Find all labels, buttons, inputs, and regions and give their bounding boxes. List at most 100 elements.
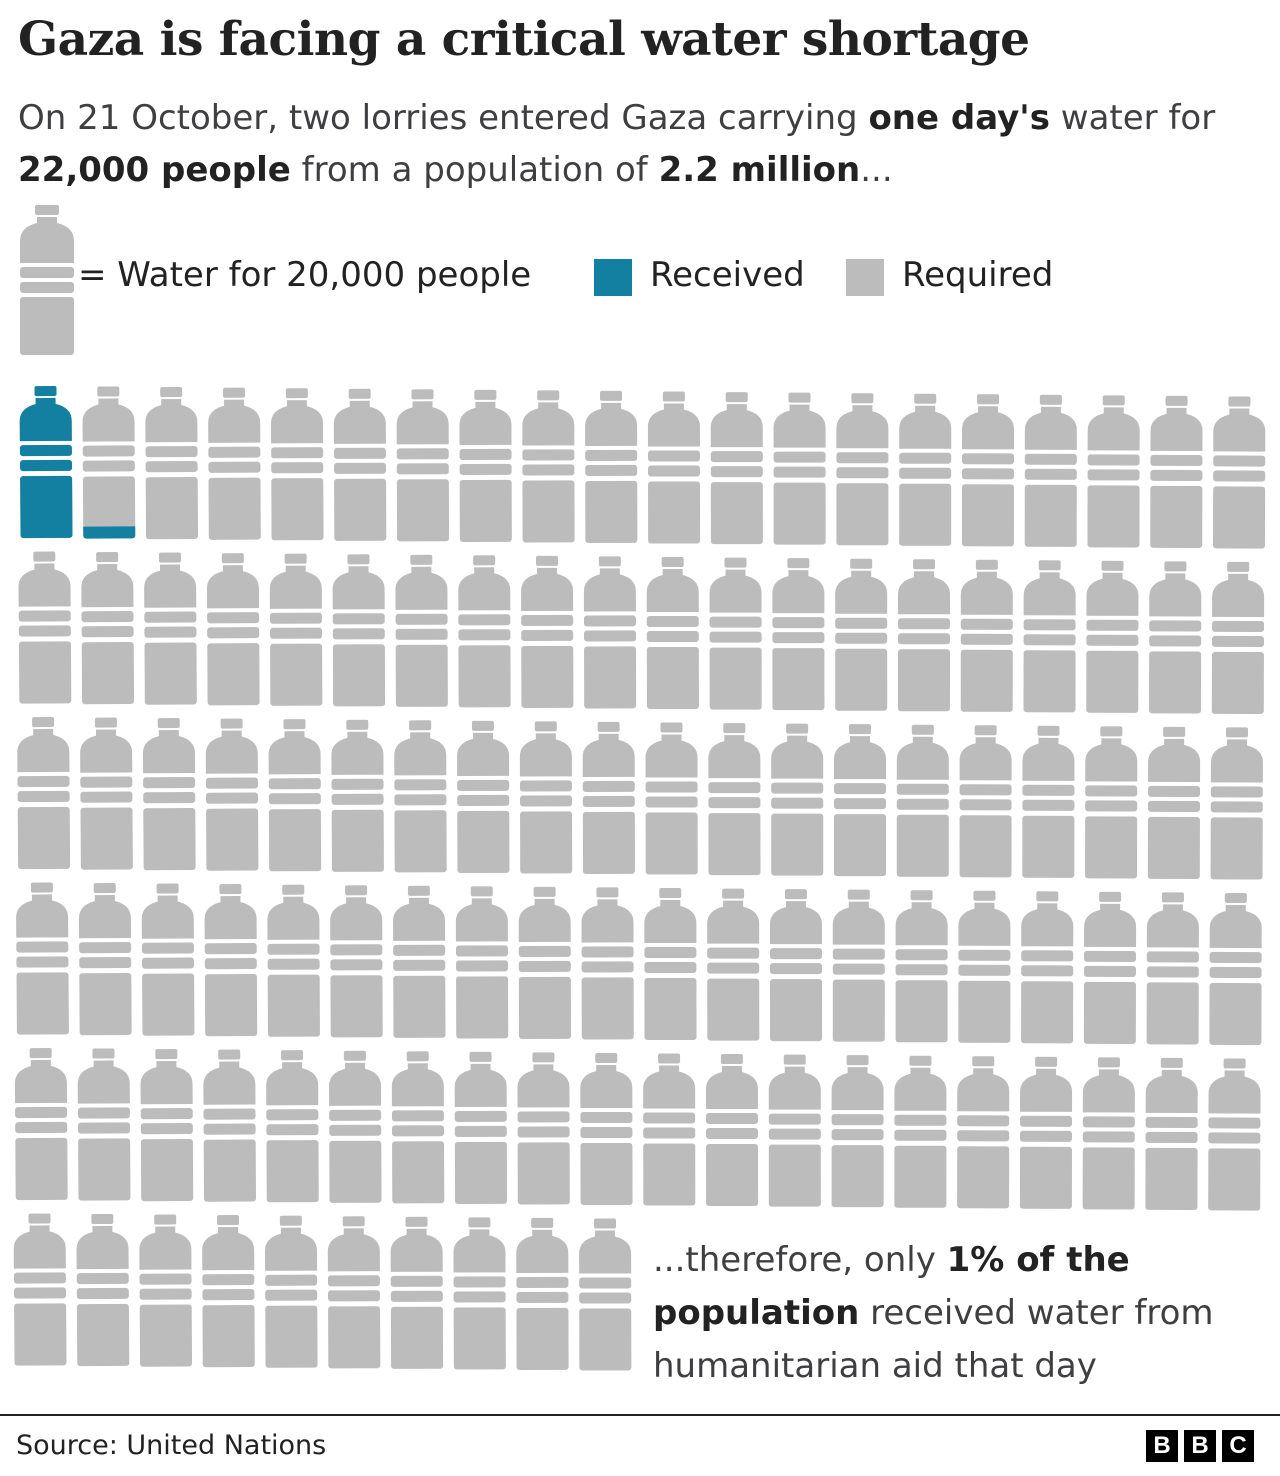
subtitle-text-3: from a population of <box>290 150 659 190</box>
water-bottle-icon <box>957 1056 1010 1209</box>
water-bottle-icon <box>202 1215 255 1368</box>
water-bottle-icon <box>19 385 73 539</box>
source-label: Source: United Nations <box>16 1430 327 1461</box>
water-bottle-icon <box>521 555 574 708</box>
water-bottle-icon <box>78 883 132 1036</box>
water-bottle-icon <box>140 1049 194 1202</box>
water-bottle-icon <box>522 390 575 543</box>
water-bottle-icon <box>899 393 952 546</box>
water-bottle-icon <box>270 388 324 541</box>
subtitle-text-4: ... <box>860 150 893 190</box>
water-bottle-icon <box>517 1052 570 1205</box>
chart-subtitle: On 21 October, two lorries entered Gaza … <box>18 92 1268 196</box>
water-bottle-icon <box>1086 560 1139 713</box>
water-bottle-icon <box>1149 561 1202 714</box>
water-bottle-icon <box>1082 1057 1135 1210</box>
water-bottle-icon <box>894 1055 947 1208</box>
water-bottle-icon <box>457 720 510 873</box>
chart-title: Gaza is facing a critical water shortage <box>18 12 1030 67</box>
water-bottle-icon <box>895 890 948 1043</box>
water-bottle-icon <box>773 392 826 545</box>
bottle-pictogram <box>13 385 1266 1371</box>
water-bottle-icon <box>1212 396 1266 549</box>
water-bottle-icon <box>390 1216 444 1369</box>
subtitle-text-2: water for <box>1049 98 1216 138</box>
footer-divider <box>0 1414 1280 1416</box>
water-bottle-icon <box>1209 892 1262 1046</box>
water-bottle-icon <box>710 392 763 545</box>
water-bottle-icon <box>897 559 951 712</box>
legend-bottle-icon <box>20 205 74 355</box>
water-bottle-icon <box>1146 892 1199 1045</box>
subtitle-bold-people: 22,000 people <box>18 150 291 190</box>
water-bottle-icon <box>831 1055 884 1208</box>
water-bottle-icon <box>203 1049 256 1202</box>
conclusion-note: ...therefore, only 1% of the population … <box>653 1234 1263 1393</box>
water-bottle-icon <box>832 889 885 1042</box>
water-bottle-icon <box>1210 727 1263 880</box>
water-bottle-icon <box>705 1053 759 1207</box>
subtitle-bold-duration: one day's <box>868 98 1050 138</box>
water-bottle-icon <box>331 719 384 872</box>
water-bottle-icon <box>82 386 136 539</box>
subtitle-text-1: On 21 October, two lorries entered Gaza … <box>18 98 869 138</box>
water-bottle-icon <box>267 884 320 1037</box>
water-bottle-icon <box>771 723 824 876</box>
legend-required-swatch <box>846 259 884 296</box>
water-bottle-icon <box>80 717 133 870</box>
water-bottle-icon <box>394 720 447 873</box>
water-bottle-icon <box>1145 1057 1198 1210</box>
water-bottle-icon <box>772 558 825 711</box>
water-bottle-icon <box>139 1214 193 1367</box>
received-fill <box>19 385 73 539</box>
water-bottle-icon <box>579 1218 632 1371</box>
subtitle-bold-population: 2.2 million <box>658 150 861 190</box>
water-bottle-icon <box>14 1047 68 1201</box>
water-bottle-icon <box>454 1051 508 1204</box>
water-bottle-icon <box>1019 1056 1073 1209</box>
water-bottle-icon <box>455 886 509 1039</box>
water-bottle-icon <box>1023 560 1076 713</box>
water-bottle-icon <box>833 724 887 877</box>
water-bottle-icon <box>81 552 135 705</box>
water-bottle-icon <box>329 1050 382 1203</box>
water-bottle-icon <box>142 718 196 871</box>
water-bottle-icon <box>960 559 1013 712</box>
water-bottle-icon <box>266 1050 319 1203</box>
water-bottle-icon <box>333 388 387 541</box>
water-bottle-icon <box>647 391 701 544</box>
bbc-logo: B B C <box>1146 1430 1254 1462</box>
water-bottle-icon <box>516 1217 569 1370</box>
water-bottle-icon <box>646 556 699 710</box>
water-bottle-icon <box>583 556 637 709</box>
water-bottle-icon <box>518 886 572 1039</box>
logo-letter-c: C <box>1222 1430 1254 1462</box>
water-bottle-icon <box>458 555 511 708</box>
water-bottle-icon <box>13 1213 67 1366</box>
water-bottle-icon <box>896 724 949 877</box>
water-bottle-icon <box>208 387 261 540</box>
water-bottle-icon <box>17 716 71 870</box>
water-bottle-icon <box>645 722 698 875</box>
water-bottle-icon <box>768 1054 821 1207</box>
water-bottle-icon <box>18 551 72 704</box>
water-bottle-icon <box>580 1052 633 1206</box>
water-bottle-icon <box>1208 1058 1261 1211</box>
legend-required-label: Required <box>902 255 1054 295</box>
water-bottle-icon <box>1147 726 1201 879</box>
water-bottle-icon <box>643 1053 696 1206</box>
water-bottle-icon <box>836 393 889 546</box>
water-bottle-icon <box>459 389 512 542</box>
water-bottle-icon <box>1150 395 1203 548</box>
water-bottle-icon <box>585 390 638 543</box>
water-bottle-icon <box>206 553 260 706</box>
water-bottle-icon <box>204 884 258 1037</box>
water-bottle-icon <box>76 1213 130 1367</box>
water-bottle-icon <box>708 723 761 876</box>
water-bottle-icon <box>581 887 634 1040</box>
water-bottle-icon <box>835 558 888 711</box>
logo-letter-b2: B <box>1184 1430 1216 1462</box>
water-bottle-icon <box>77 1048 131 1201</box>
water-bottle-icon <box>145 387 199 540</box>
water-bottle-icon <box>582 721 635 874</box>
